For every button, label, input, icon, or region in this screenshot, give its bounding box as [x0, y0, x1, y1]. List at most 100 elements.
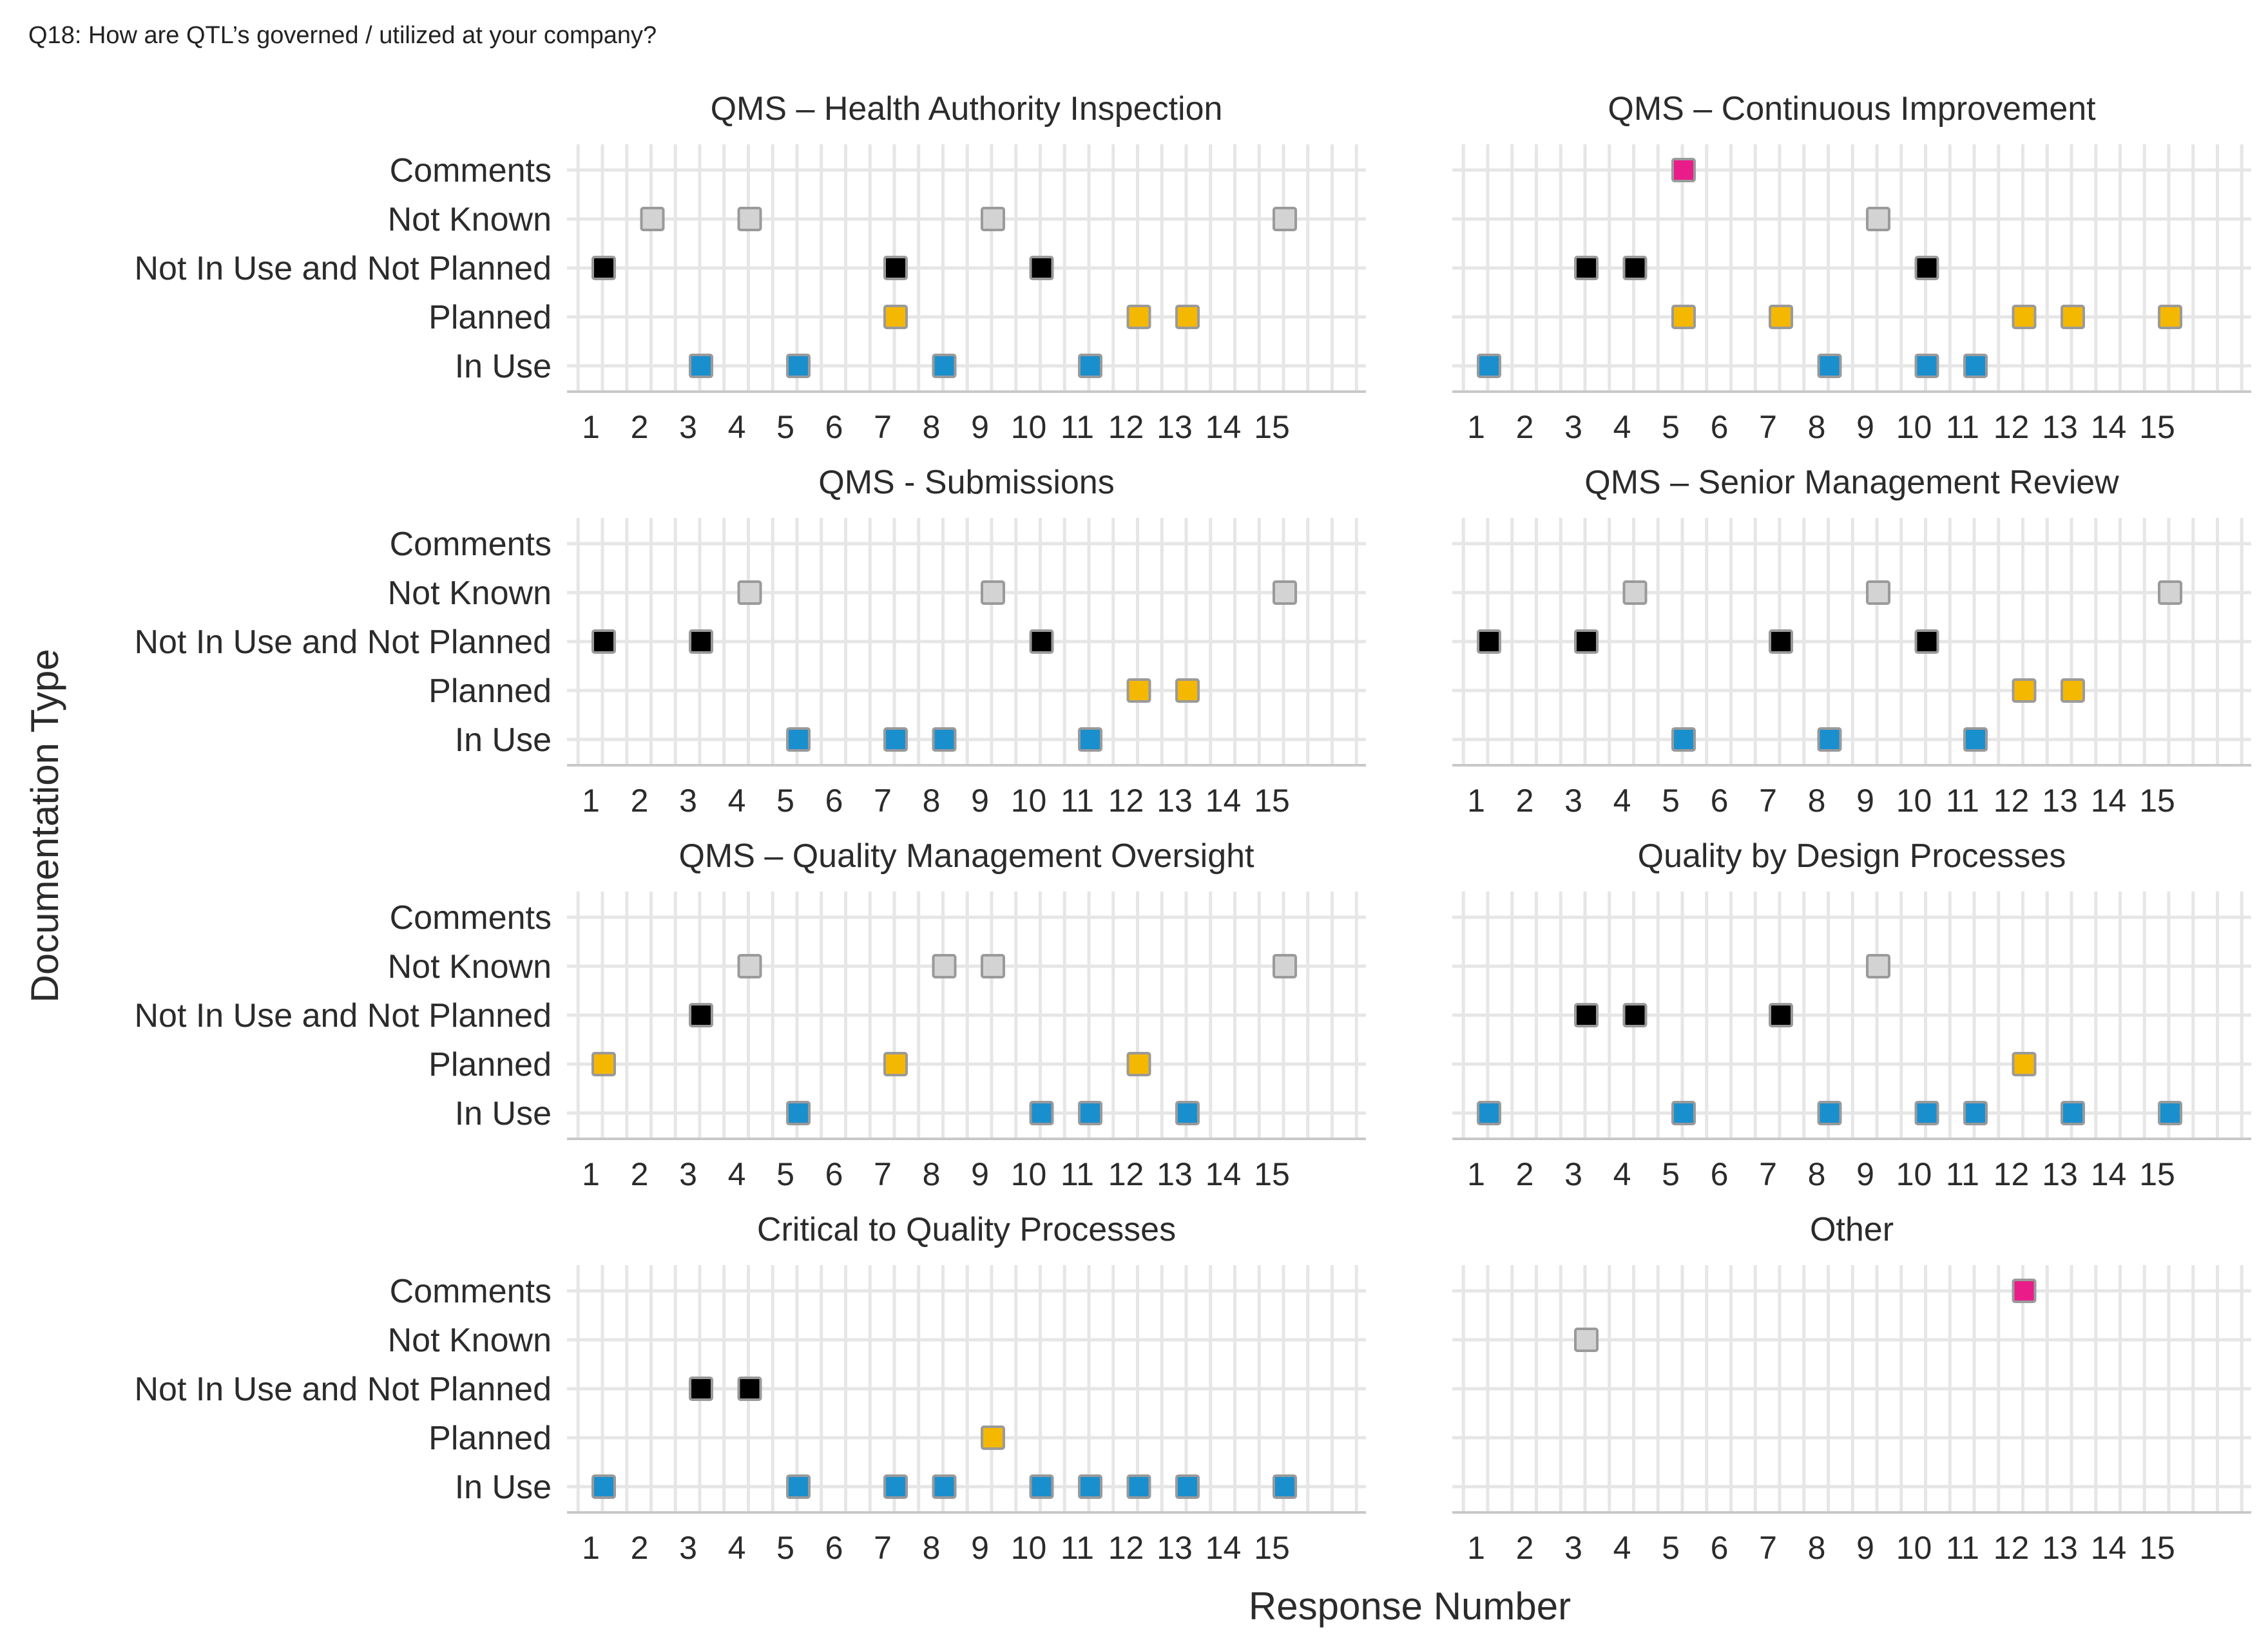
data-point-in-use — [1126, 1474, 1151, 1499]
data-point-not-in-use-and-not-planned — [1622, 1003, 1648, 1027]
x-tick-label-8: 8 — [923, 409, 941, 445]
data-point-planned — [1126, 678, 1151, 703]
x-tick-label-14: 14 — [1206, 1156, 1242, 1192]
x-tick-label-10: 10 — [1011, 783, 1047, 819]
x-tick-label-11: 11 — [1946, 409, 1979, 445]
x-tick-label-12: 12 — [1994, 1530, 2030, 1566]
data-point-not-known — [932, 954, 957, 978]
x-tick-label-11: 11 — [1946, 1530, 1979, 1566]
x-tick-label-6: 6 — [1711, 1530, 1729, 1566]
x-tick-label-10: 10 — [1011, 409, 1047, 445]
data-point-not-in-use-and-not-planned — [1769, 629, 1793, 654]
y-tick-label-comments: Comments — [390, 152, 552, 189]
x-tick-label-4: 4 — [1613, 783, 1631, 819]
x-tick-label-9: 9 — [1856, 1530, 1874, 1566]
x-tick-label-8: 8 — [1808, 783, 1826, 819]
x-tick-label-8: 8 — [1808, 409, 1826, 445]
x-tick-label-9: 9 — [971, 1530, 989, 1566]
x-tick-label-7: 7 — [874, 1530, 892, 1566]
y-tick-label-in-use: In Use — [455, 721, 552, 759]
data-point-not-in-use-and-not-planned — [591, 256, 616, 280]
data-point-not-in-use-and-not-planned — [689, 1003, 713, 1027]
data-point-not-in-use-and-not-planned — [1622, 256, 1648, 280]
y-tick-label-not-known: Not Known — [388, 948, 552, 986]
x-tick-label-13: 13 — [1157, 409, 1193, 445]
data-point-in-use — [1029, 1474, 1054, 1499]
data-point-planned — [2012, 1052, 2037, 1076]
x-tick-label-10: 10 — [1011, 1530, 1047, 1566]
data-point-not-in-use-and-not-planned — [1914, 256, 1939, 280]
data-point-in-use — [1963, 1101, 1988, 1125]
x-tick-label-8: 8 — [923, 783, 941, 819]
x-tick-label-14: 14 — [1206, 1530, 1242, 1566]
data-point-in-use — [1963, 354, 1988, 378]
x-tick-label-1: 1 — [582, 409, 600, 445]
data-point-in-use — [1175, 1474, 1200, 1499]
data-point-not-in-use-and-not-planned — [591, 629, 616, 654]
x-tick-label-2: 2 — [631, 1530, 649, 1566]
data-point-in-use — [1914, 1101, 1939, 1125]
x-axis-title: Response Number — [1249, 1585, 1571, 1628]
data-point-planned — [883, 305, 908, 329]
x-tick-label-1: 1 — [1467, 783, 1485, 819]
x-tick-label-4: 4 — [728, 409, 746, 445]
x-tick-label-2: 2 — [631, 409, 649, 445]
x-tick-label-7: 7 — [1759, 1156, 1777, 1192]
y-tick-label-comments: Comments — [390, 1273, 552, 1310]
x-tick-label-11: 11 — [1946, 1156, 1979, 1192]
x-tick-label-4: 4 — [1613, 1530, 1631, 1566]
data-point-in-use — [932, 727, 957, 752]
y-tick-label-not-in-use-and-not-planned: Not In Use and Not Planned — [134, 1371, 552, 1408]
data-point-not-in-use-and-not-planned — [737, 1377, 762, 1401]
x-tick-label-7: 7 — [1759, 1530, 1777, 1566]
x-tick-label-15: 15 — [2139, 1156, 2175, 1192]
x-tick-label-6: 6 — [825, 1530, 843, 1566]
y-tick-label-not-known: Not Known — [388, 1322, 552, 1359]
y-tick-label-planned: Planned — [428, 672, 552, 710]
x-tick-label-10: 10 — [1896, 409, 1932, 445]
x-tick-label-9: 9 — [971, 409, 989, 445]
y-axis-title: Documentation Type — [23, 649, 66, 1002]
x-tick-label-8: 8 — [1808, 1156, 1826, 1192]
x-tick-label-5: 5 — [1662, 783, 1680, 819]
data-point-not-known — [1273, 580, 1297, 605]
data-point-in-use — [1078, 727, 1102, 752]
x-tick-label-2: 2 — [1516, 1156, 1534, 1192]
y-tick-label-comments: Comments — [390, 526, 552, 563]
x-tick-label-2: 2 — [1516, 783, 1534, 819]
data-point-in-use — [1029, 1101, 1054, 1125]
x-tick-label-13: 13 — [1157, 783, 1193, 819]
data-point-in-use — [1273, 1474, 1297, 1499]
data-point-in-use — [1477, 1101, 1501, 1125]
data-point-in-use — [1078, 1101, 1102, 1125]
x-tick-label-15: 15 — [1254, 1156, 1290, 1192]
panel-title-critical-to-quality-processes: Critical to Quality Processes — [757, 1211, 1176, 1248]
x-tick-label-13: 13 — [2042, 1530, 2078, 1566]
x-tick-label-3: 3 — [679, 1156, 697, 1192]
data-point-not-in-use-and-not-planned — [1029, 629, 1054, 654]
x-tick-label-12: 12 — [1994, 409, 2030, 445]
x-tick-label-13: 13 — [2042, 783, 2078, 819]
data-point-planned — [2061, 678, 2085, 703]
x-tick-label-1: 1 — [1467, 1156, 1485, 1192]
panel-title-other: Other — [1810, 1211, 1894, 1248]
x-tick-label-11: 11 — [1061, 1530, 1094, 1566]
data-point-planned — [2012, 678, 2037, 703]
data-point-not-in-use-and-not-planned — [1574, 1003, 1599, 1027]
data-point-planned — [1126, 1052, 1151, 1076]
x-tick-label-5: 5 — [776, 783, 794, 819]
x-tick-label-2: 2 — [1516, 409, 1534, 445]
x-tick-label-14: 14 — [2091, 783, 2127, 819]
x-tick-label-9: 9 — [1856, 409, 1874, 445]
x-tick-label-5: 5 — [1662, 1530, 1680, 1566]
x-tick-label-1: 1 — [1467, 409, 1485, 445]
data-point-in-use — [1671, 1101, 1696, 1125]
x-tick-label-7: 7 — [874, 409, 892, 445]
x-tick-label-7: 7 — [874, 1156, 892, 1192]
x-tick-label-6: 6 — [1711, 409, 1729, 445]
data-point-in-use — [932, 1474, 957, 1499]
data-point-in-use — [1914, 354, 1939, 378]
data-point-in-use — [1477, 354, 1501, 378]
x-tick-label-12: 12 — [1108, 1530, 1144, 1566]
x-tick-label-14: 14 — [2091, 409, 2127, 445]
